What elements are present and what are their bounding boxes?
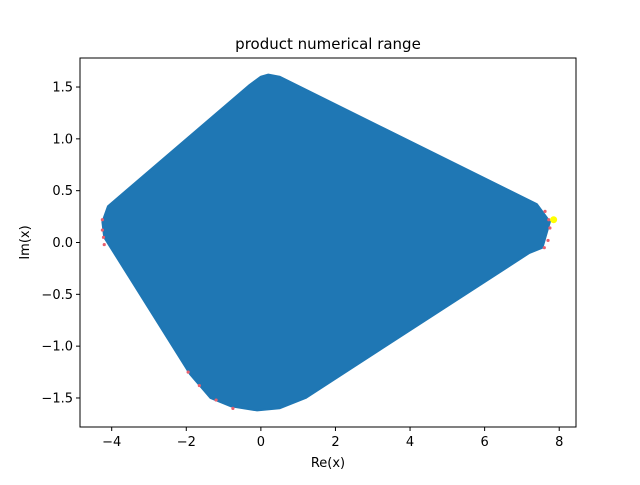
x-tick-label-5: 6 [480, 435, 488, 450]
boundary-marker-3 [102, 242, 106, 247]
x-tick-label-3: 2 [331, 435, 339, 450]
y-tick-label-2: −0.5 [41, 288, 73, 303]
boundary-marker-12 [542, 246, 546, 250]
boundary-marker-6 [214, 398, 218, 402]
y-tick-label-5: 1.0 [52, 132, 73, 147]
boundary-marker-8 [543, 209, 547, 214]
y-axis: −1.5 −1.0 −0.5 0.0 0.5 1.0 1.5 [41, 81, 80, 406]
boundary-marker-9 [547, 218, 551, 222]
boundary-marker-4 [186, 370, 190, 374]
y-tick-label-0: −1.5 [41, 391, 73, 406]
x-tick-label-1: −2 [177, 435, 196, 450]
boundary-marker-1 [100, 228, 104, 232]
boundary-marker-5 [197, 383, 201, 388]
boundary-marker-0 [100, 218, 104, 222]
boundary-marker-11 [546, 238, 550, 243]
y-tick-label-4: 0.5 [52, 184, 73, 199]
x-axis-label: Re(x) [311, 456, 345, 471]
numerical-range-region [101, 73, 551, 412]
plot-area [100, 73, 558, 412]
y-tick-label-3: 0.0 [52, 236, 73, 251]
boundary-marker-2 [101, 235, 106, 239]
y-tick-label-6: 1.5 [52, 81, 73, 96]
boundary-marker-10 [548, 226, 552, 230]
x-tick-label-4: 4 [406, 435, 414, 450]
chart-title: product numerical range [235, 35, 421, 53]
x-tick-label-2: 0 [257, 435, 265, 450]
highlight-point-0 [550, 216, 558, 224]
x-tick-label-6: 8 [555, 435, 563, 450]
y-tick-label-1: −1.0 [41, 340, 73, 355]
boundary-marker-7 [231, 406, 235, 410]
x-axis: −4 −2 0 2 4 6 8 [102, 427, 563, 450]
x-tick-label-0: −4 [102, 435, 121, 450]
y-axis-label: Im(x) [18, 225, 33, 259]
